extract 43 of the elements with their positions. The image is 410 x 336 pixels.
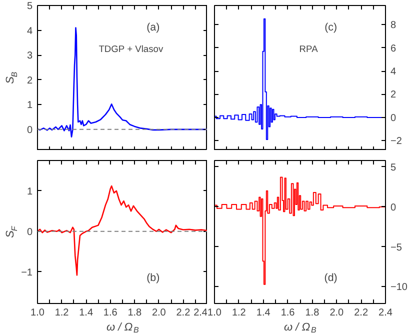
x-tick-label: 1.6	[103, 308, 118, 318]
x-tick-label: 2.4	[378, 308, 393, 318]
x-tick-label: 1.0	[208, 308, 222, 318]
x-tick-label: 1.8	[128, 308, 142, 318]
y2-tick-label: 8	[390, 20, 396, 32]
annotation: (b)	[146, 272, 160, 284]
y2-tick-label: 6	[390, 43, 396, 54]
x-tick-label: 1.2	[232, 308, 246, 318]
x-tick-label: 2.2	[176, 308, 191, 318]
x-tick-label: 1.2	[54, 308, 70, 318]
annotation: (d)	[324, 272, 338, 284]
y-tick-label: 0	[26, 124, 33, 136]
y-tick-label: −1	[21, 267, 33, 278]
y2-tick-label: −2	[390, 136, 402, 148]
annotation: (a)	[146, 21, 160, 34]
y-tick-label: 0	[26, 226, 33, 238]
y-tick-label: 5	[26, 1, 33, 12]
annotation: TDGP + Vlasov	[98, 44, 164, 54]
x-tick-label: 1.4	[79, 308, 94, 318]
y-axis-title: SF	[4, 225, 19, 238]
x-tick-label: 2.4	[194, 308, 208, 318]
y2-tick-label: 5	[390, 162, 396, 174]
x-tick-label: 2.0	[152, 308, 166, 318]
y2-tick-label: 0	[390, 112, 396, 124]
y2-tick-label: −10	[390, 282, 408, 294]
x-tick-label: 1.8	[305, 308, 320, 318]
x-tick-label: 1.4	[256, 308, 271, 318]
x-tick-label: 2.2	[354, 308, 368, 318]
y2-tick-label: −5	[390, 242, 402, 254]
y2-tick-label: 2	[390, 90, 396, 101]
y-tick-label: 4	[26, 26, 33, 37]
annotation: RPA	[299, 44, 319, 54]
y-axis-title: SB	[4, 71, 19, 84]
x-tick-label: 1.0	[30, 308, 45, 318]
y2-tick-label: 4	[390, 66, 396, 78]
x-tick-label: 2.0	[330, 308, 344, 318]
x-tick-label: 1.6	[280, 308, 296, 318]
y2-tick-label: 0	[390, 202, 396, 214]
y-tick-label: 3	[26, 50, 33, 62]
annotation: (c)	[324, 21, 338, 34]
y-tick-label: 1	[26, 100, 33, 112]
y-tick-label: 1	[26, 186, 33, 198]
y-tick-label: 2	[26, 75, 33, 86]
